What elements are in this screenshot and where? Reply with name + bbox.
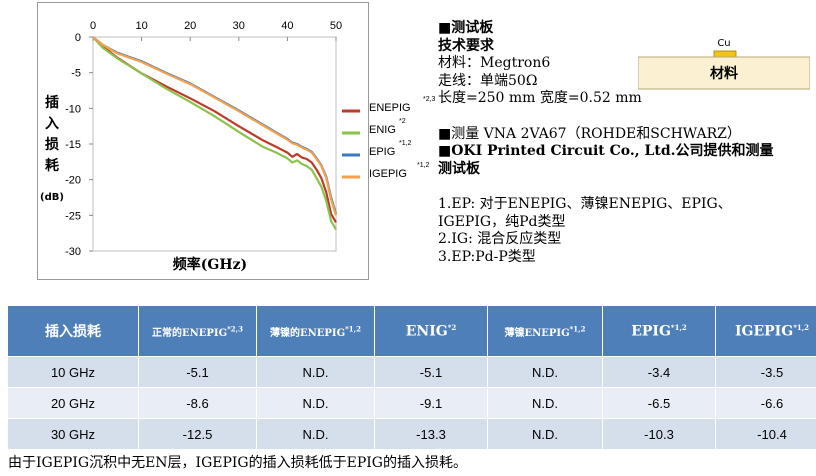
legend-label: ENIG xyxy=(369,124,396,136)
y-axis-label-char: 入 xyxy=(45,116,59,132)
header-thin-ni-enepig-2: 薄镍ENEPIG*1,2 xyxy=(487,306,603,357)
chart-panel: 0 10 20 30 40 50 0 -5 -10 -15 -20 -25 -30 插入损耗 (dB) 频率(… xyxy=(37,2,369,280)
header-normal-enepig: 正常的ENEPIG*2,3 xyxy=(138,306,257,357)
cell-value: -5.1 xyxy=(138,356,257,388)
cell-value: -10.4 xyxy=(715,418,816,449)
legend-item-enig: ENIG *2 xyxy=(347,118,437,138)
cell-frequency: 10 GHz xyxy=(8,356,139,388)
y-axis-label-char: 插 xyxy=(45,94,59,111)
cell-value: -6.6 xyxy=(715,387,816,419)
cell-value: N.D. xyxy=(256,387,375,419)
legend-label: EPIG xyxy=(369,146,396,158)
table-row: 10 GHz -5.1 N.D. -5.1 N.D. -3.4 -3.5 xyxy=(8,356,816,388)
x-tick-label: 10 xyxy=(135,20,147,32)
y-tick-label: -20 xyxy=(65,175,81,187)
cell-value: -3.4 xyxy=(602,356,716,388)
cell-frequency: 30 GHz xyxy=(8,418,139,449)
cell-value: N.D. xyxy=(487,387,603,419)
cell-value: -9.1 xyxy=(374,387,488,419)
board-cross-section-diagram: Cu 材料 xyxy=(638,38,810,90)
header-enig: ENIG*2 xyxy=(374,306,488,357)
cell-value: N.D. xyxy=(256,418,375,449)
cell-value: -12.5 xyxy=(138,418,257,449)
cell-value: -13.3 xyxy=(374,418,488,449)
legend-item-enepig: ENEPIG *2,3 xyxy=(347,96,437,116)
y-axis-label-char: 损 xyxy=(45,136,59,153)
table-row: 20 GHz -8.6 N.D. -9.1 N.D. -6.5 -6.6 xyxy=(8,387,816,419)
y-tick-label: -5 xyxy=(71,68,81,80)
legend-sup: *1,2 xyxy=(417,162,430,169)
insertion-loss-table: 插入损耗 正常的ENEPIG*2,3 薄镍的ENEPIG*1,2 ENIG*2 … xyxy=(8,306,816,449)
note-4: 3.EP:Pd-P类型 xyxy=(438,248,536,265)
cell-value: N.D. xyxy=(487,418,603,449)
cell-value: -8.6 xyxy=(138,387,257,419)
cu-label: Cu xyxy=(717,38,730,49)
plot-area xyxy=(92,36,337,252)
x-axis-label: 频率(GHz) xyxy=(173,256,247,273)
copper-trace xyxy=(713,50,737,58)
cell-value: -5.1 xyxy=(374,356,488,388)
test-board-info: ■测试板 技术要求 材料：Megtron6 走线：单端50Ω 长度=250 mm… xyxy=(438,20,808,266)
legend-label: IGEPIG xyxy=(369,168,407,180)
y-axis-unit: (dB) xyxy=(40,192,64,203)
y-tick-label: 0 xyxy=(75,32,81,44)
table-row: 30 GHz -12.5 N.D. -13.3 N.D. -10.3 -10.4 xyxy=(8,418,816,449)
header-epig: EPIG*1,2 xyxy=(602,306,716,357)
material-label: 材料 xyxy=(710,65,738,82)
cell-value: -3.5 xyxy=(715,356,816,388)
measurement-line: ■测量 VNA 2VA67（ROHDE和SCHWARZ） xyxy=(438,125,741,142)
note-3: 2.IG: 混合反应类型 xyxy=(438,231,562,247)
note-2: IGEPIG，纯Pd类型 xyxy=(438,213,566,230)
cell-value: -6.5 xyxy=(602,387,716,419)
header-igepig: IGEPIG*1,2 xyxy=(715,306,816,357)
spec-heading: 技术要求 xyxy=(438,37,494,54)
test-board-heading: ■测试板 xyxy=(438,20,494,36)
cell-value: N.D. xyxy=(487,356,603,388)
x-tick-label: 0 xyxy=(90,20,96,32)
header-thin-ni-enepig: 薄镍的ENEPIG*1,2 xyxy=(256,306,375,357)
series-line-igepig xyxy=(92,36,338,216)
oki-line-1: ■OKI Printed Circuit Co., Ltd.公司提供和测量 xyxy=(438,143,774,159)
legend-sup: *1,2 xyxy=(399,140,412,147)
x-tick-label: 30 xyxy=(233,20,245,32)
y-tick-label: -30 xyxy=(65,246,81,258)
y-tick-label: -25 xyxy=(65,210,81,222)
substrate-block xyxy=(638,56,810,90)
legend-sup: *2,3 xyxy=(423,96,436,103)
y-tick-label: -15 xyxy=(65,139,81,151)
legend-sup: *2 xyxy=(399,118,406,125)
footer-note: 由于IGEPIG沉积中无EN层，IGEPIG的插入损耗低于EPIG的插入损耗。 xyxy=(8,455,467,471)
x-tick-label: 20 xyxy=(184,20,196,32)
dimension-line: 长度=250 mm 宽度=0.52 mm xyxy=(438,90,642,106)
legend-item-epig: EPIG *1,2 xyxy=(347,140,437,160)
cell-value: N.D. xyxy=(256,356,375,388)
oki-line-2: 测试板 xyxy=(438,160,480,177)
header-insertion-loss: 插入损耗 xyxy=(8,306,139,357)
note-1: 1.EP: 对于ENEPIG、薄镍ENEPIG、EPIG、 xyxy=(438,196,732,212)
material-line: 材料：Megtron6 xyxy=(438,55,551,71)
trace-line: 走线：单端50Ω xyxy=(438,72,538,89)
table-header-row: 插入损耗 正常的ENEPIG*2,3 薄镍的ENEPIG*1,2 ENIG*2 … xyxy=(8,306,816,357)
series-line-epig xyxy=(92,36,338,215)
series-line-enig xyxy=(92,36,337,231)
y-tick-label: -10 xyxy=(65,103,81,115)
y-axis-label-char: 耗 xyxy=(45,157,59,174)
insertion-loss-chart: 0 10 20 30 40 50 0 -5 -10 -15 -20 -25 -30 插入损耗 (dB) 频率(… xyxy=(40,20,360,273)
legend-label: ENEPIG xyxy=(369,102,411,114)
legend-item-igepig: IGEPIG *1,2 xyxy=(347,162,437,182)
cell-value: -10.3 xyxy=(602,418,716,449)
x-tick-label: 50 xyxy=(330,20,342,32)
x-tick-label: 40 xyxy=(281,20,293,32)
cell-frequency: 20 GHz xyxy=(8,387,139,419)
